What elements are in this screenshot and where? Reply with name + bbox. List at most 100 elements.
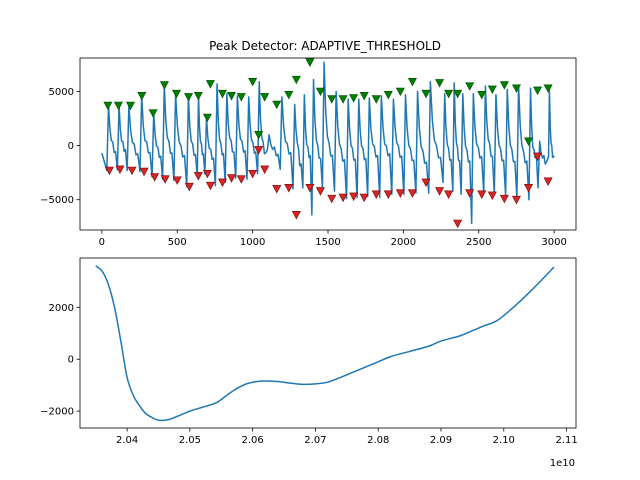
bottom-x-tick-label: 2.09: [430, 435, 452, 446]
peak-marker: [315, 87, 325, 97]
peak-marker: [159, 81, 169, 90]
top-signal-line: [101, 61, 555, 225]
peak-marker: [421, 89, 431, 99]
top-x-tick-label: 500: [168, 237, 187, 248]
bottom-x-tick-label: 2.10: [493, 435, 515, 446]
peak-marker: [465, 82, 475, 91]
bottom-x-tick-label: 2.08: [367, 435, 389, 446]
bottom-y-tick-label: 0: [68, 355, 74, 366]
trough-marker: [371, 190, 381, 199]
trough-marker: [217, 178, 227, 188]
trough-marker: [193, 172, 203, 181]
trough-marker: [236, 175, 246, 184]
peak-marker: [148, 109, 158, 118]
peak-marker: [217, 89, 227, 99]
trough-marker: [160, 175, 170, 184]
bottom-x-tick-label: 2.04: [116, 435, 138, 446]
peak-marker: [305, 58, 315, 67]
peak-marker: [383, 90, 393, 100]
top-y-tick-label: 0: [68, 141, 74, 152]
bottom-signal-line: [95, 265, 555, 422]
trough-marker: [150, 173, 160, 182]
top-x-tick-label: 1500: [315, 237, 340, 248]
trough-marker: [104, 166, 114, 176]
trough-marker: [205, 181, 215, 191]
top-y-tick-label: −5000: [40, 195, 74, 206]
peak-marker: [533, 86, 543, 96]
peak-marker: [435, 79, 445, 88]
trough-marker: [305, 184, 315, 193]
peak-marker: [193, 92, 203, 101]
peak-marker: [284, 90, 294, 100]
trough-marker: [435, 187, 445, 196]
peak-marker: [171, 89, 181, 99]
peak-marker: [444, 89, 454, 99]
peak-marker: [260, 93, 270, 102]
peak-marker: [487, 85, 497, 95]
trough-marker: [272, 185, 282, 194]
trough-marker: [115, 165, 125, 175]
peak-marker: [126, 101, 136, 111]
peak-marker: [184, 93, 194, 102]
top-x-tick-label: 2000: [391, 237, 416, 248]
trough-marker: [227, 174, 237, 183]
trough-marker: [254, 146, 264, 155]
top-x-tick-label: 3000: [541, 237, 566, 248]
trough-marker: [284, 184, 294, 193]
top-x-tick-label: 0: [99, 237, 105, 248]
bottom-chart: 2.04 2.05 2.06 2.07 2.08 2.09 2.10 2.11 −2000 0 20…: [40, 257, 578, 446]
trough-marker: [338, 193, 348, 203]
peak-marker: [137, 92, 147, 101]
top-x-tick-label: 2500: [466, 237, 491, 248]
peak-marker: [291, 75, 301, 85]
peak-marker: [499, 81, 509, 90]
trough-marker: [421, 178, 431, 188]
peak-marker: [371, 95, 381, 104]
trough-marker: [349, 192, 359, 202]
bottom-axes-frame: [79, 257, 577, 429]
peak-marker: [407, 77, 417, 87]
trough-marker: [327, 194, 337, 204]
peak-marker: [511, 84, 521, 93]
peak-marker: [236, 93, 246, 102]
trough-marker: [127, 166, 137, 176]
trough-marker: [395, 189, 405, 198]
peak-marker: [453, 89, 463, 99]
peak-marker: [254, 131, 264, 140]
peak-marker: [103, 101, 113, 111]
bottom-y-tick-label: −2000: [40, 407, 74, 418]
peak-marker: [205, 80, 215, 89]
peak-marker: [477, 90, 487, 100]
peak-marker: [359, 92, 369, 101]
peak-marker: [227, 92, 237, 101]
trough-marker: [383, 190, 393, 199]
peak-marker: [113, 101, 123, 111]
trough-marker: [533, 152, 543, 162]
trough-marker: [524, 184, 534, 193]
trough-marker: [139, 167, 149, 177]
peak-marker: [395, 87, 405, 97]
trough-marker: [511, 195, 521, 205]
trough-marker: [184, 182, 194, 192]
top-chart-title: Peak Detector: ADAPTIVE_THRESHOLD: [209, 39, 441, 53]
top-y-tick-label: 5000: [49, 87, 74, 98]
bottom-x-tick-label: 2.11: [555, 435, 577, 446]
trough-marker: [477, 190, 487, 199]
peak-marker: [202, 113, 212, 123]
trough-marker: [465, 189, 475, 198]
trough-marker: [202, 169, 212, 179]
trough-marker: [172, 176, 182, 185]
peak-marker: [327, 95, 337, 104]
trough-marker: [359, 193, 369, 203]
trough-marker: [444, 190, 454, 199]
peak-marker: [543, 84, 553, 93]
trough-marker: [291, 211, 301, 220]
peak-marker: [338, 95, 348, 104]
peak-marker: [272, 100, 282, 110]
peak-marker: [349, 94, 359, 103]
top-chart: 0 500 1000 1500 2000 2500 3000 −5000 0 5000: [40, 57, 577, 248]
bottom-x-tick-label: 2.06: [242, 435, 264, 446]
trough-marker: [315, 187, 325, 196]
